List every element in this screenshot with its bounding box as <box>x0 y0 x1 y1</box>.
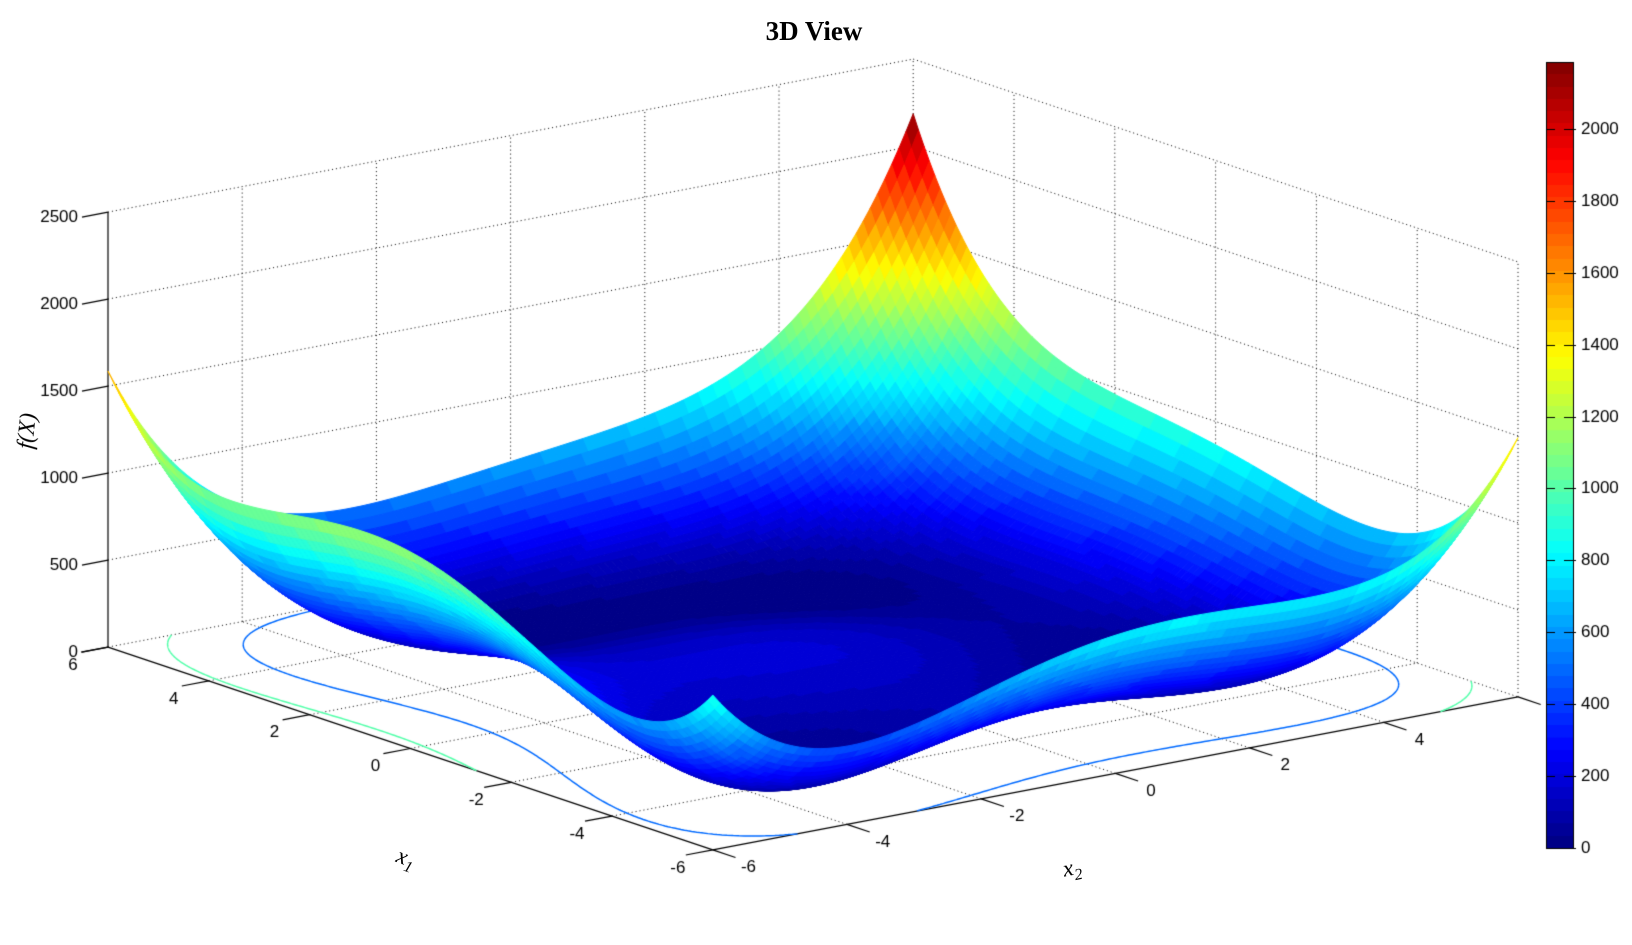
z-axis-label: f(X) <box>12 411 41 451</box>
chart-title: 3D View <box>765 16 863 46</box>
